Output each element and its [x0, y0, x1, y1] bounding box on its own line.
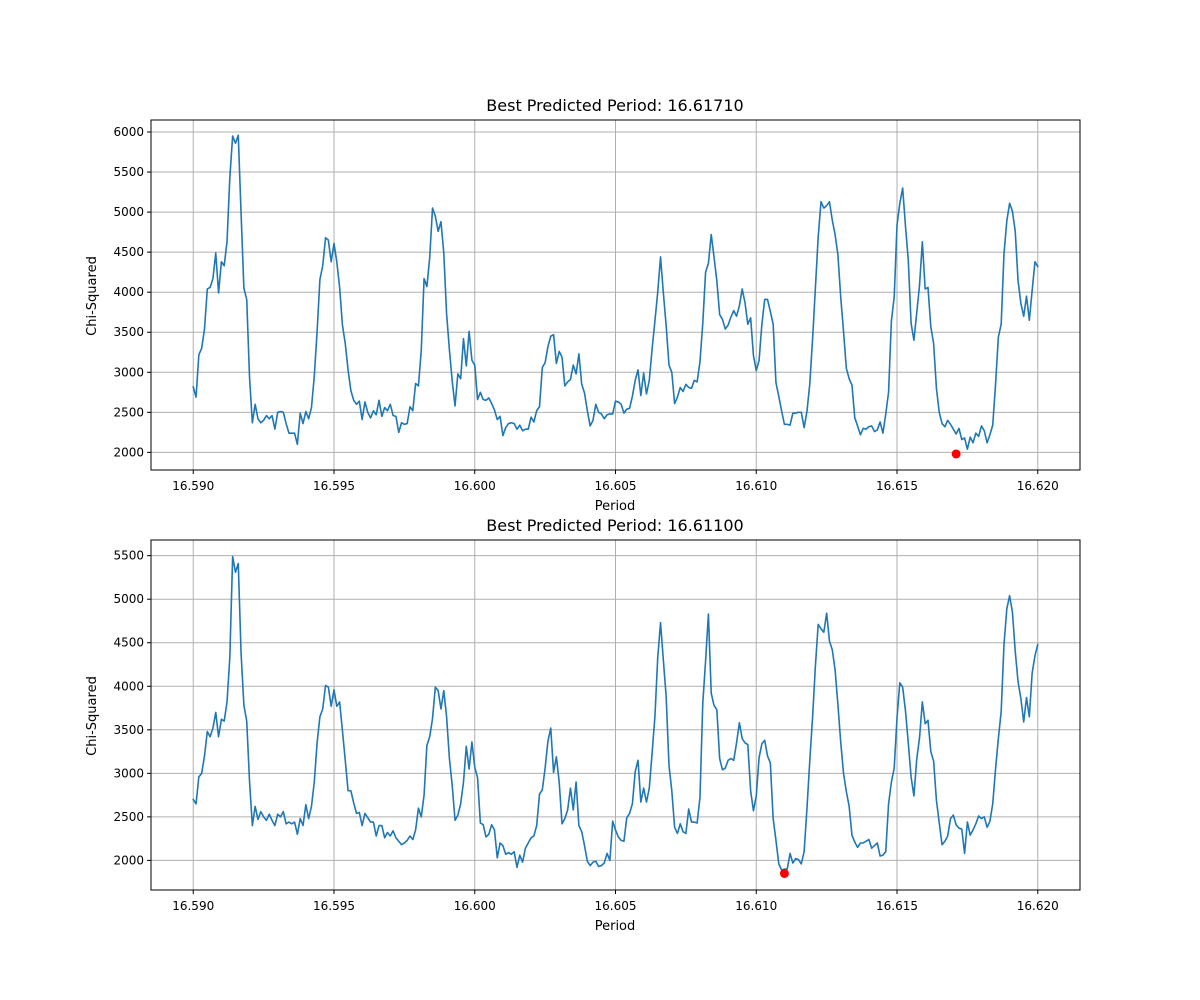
top-y-tick-label: 5000 — [113, 205, 144, 219]
top-x-tick-label: 16.600 — [454, 479, 496, 493]
bottom-y-tick-label: 2000 — [113, 853, 144, 867]
bottom-y-tick-label: 5500 — [113, 549, 144, 563]
bottom-y-tick-label: 3500 — [113, 723, 144, 737]
bottom-y-tick-label: 4500 — [113, 636, 144, 650]
bottom-x-tick-label: 16.615 — [876, 899, 918, 913]
bottom-x-tick-label: 16.595 — [313, 899, 355, 913]
top-chart-panel: Best Predicted Period: 16.61710 Period C… — [85, 96, 1081, 514]
top-y-tick-label: 3000 — [113, 365, 144, 379]
top-x-tick-label: 16.595 — [313, 479, 355, 493]
top-chi-squared-series-line — [192, 134, 1039, 450]
top-y-tick-label: 3500 — [113, 325, 144, 339]
top-best-period-marker — [951, 449, 961, 459]
top-chart-title: Best Predicted Period: 16.61710 — [486, 96, 743, 115]
top-chart-x-axis-label: Period — [595, 499, 636, 514]
top-y-tick-label: 2500 — [113, 405, 144, 419]
top-x-tick-label: 16.590 — [172, 479, 214, 493]
top-x-tick-label: 16.615 — [876, 479, 918, 493]
bottom-chart-panel: Best Predicted Period: 16.61100 Period C… — [85, 516, 1081, 934]
bottom-chart-y-axis-label: Chi-Squared — [85, 676, 100, 756]
top-y-tick-label: 5500 — [113, 165, 144, 179]
bottom-chart-x-axis-label: Period — [595, 919, 636, 934]
bottom-x-tick-label: 16.590 — [172, 899, 214, 913]
top-y-tick-label: 4500 — [113, 245, 144, 259]
bottom-x-tick-label: 16.610 — [735, 899, 777, 913]
bottom-y-tick-label: 2500 — [113, 810, 144, 824]
top-x-tick-label: 16.605 — [595, 479, 637, 493]
bottom-x-tick-label: 16.620 — [1017, 899, 1059, 913]
bottom-x-tick-label: 16.600 — [454, 899, 496, 913]
top-x-tick-label: 16.610 — [735, 479, 777, 493]
bottom-y-tick-label: 3000 — [113, 766, 144, 780]
top-y-tick-label: 2000 — [113, 445, 144, 459]
top-y-tick-label: 4000 — [113, 285, 144, 299]
top-x-tick-label: 16.620 — [1017, 479, 1059, 493]
bottom-best-period-marker — [779, 868, 789, 878]
bottom-x-tick-label: 16.605 — [595, 899, 637, 913]
bottom-chart-title: Best Predicted Period: 16.61100 — [486, 516, 743, 535]
bottom-y-tick-label: 5000 — [113, 592, 144, 606]
top-y-tick-label: 6000 — [113, 125, 144, 139]
bottom-y-tick-label: 4000 — [113, 679, 144, 693]
top-chart-y-axis-label: Chi-Squared — [85, 256, 100, 336]
bottom-chi-squared-series-line — [192, 555, 1039, 871]
